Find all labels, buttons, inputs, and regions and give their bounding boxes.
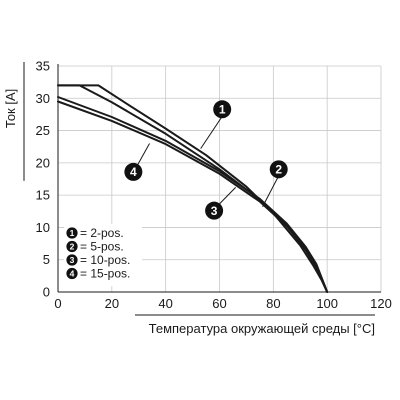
badge-number: 4 [70,269,75,279]
x-tick-label: 100 [316,296,338,311]
x-tick-label: 80 [266,296,280,311]
legend-label-3: = 10-pos. [80,253,130,267]
y-tick-label: 20 [36,155,50,170]
grid-layer [58,65,382,292]
series-line-1 [57,84,329,293]
y-axis-title: Ток [A] [3,89,18,128]
x-tick-label: 60 [212,296,226,311]
callout-badge-3: 3 [205,201,224,220]
legend-label-4: = 15-pos. [80,267,130,281]
badge-circle [124,162,143,181]
y-tick-label: 30 [36,91,50,106]
legend-badge-2: 2 [66,240,78,253]
badge-number: 2 [70,242,75,252]
axis-layer: 0 20 40 60 80 100 120 0 5 10 15 20 25 30 35 [23,59,392,316]
callout-badge-2: 2 [269,160,288,179]
callout-layer: 1 2 3 4 [124,100,288,220]
legend-label-2: = 5-pos. [80,240,124,254]
badge-number: 3 [70,255,75,265]
y-tick-label: 15 [36,188,50,203]
badge-number: 2 [275,163,282,177]
badge-number: 1 [70,228,75,238]
x-tick-label: 40 [158,296,172,311]
legend-label-1: = 2-pos. [80,226,124,240]
series-layer [57,84,329,293]
badge-circle [66,227,78,239]
badge-circle [269,160,288,179]
legend-badge-4: 4 [66,267,78,280]
series-line-3 [57,96,329,293]
badge-circle [66,240,78,253]
legend-badge-3: 3 [66,254,78,266]
y-tick-label: 5 [43,252,50,267]
callout-badge-4: 4 [124,162,143,181]
x-tick-label: 0 [54,296,61,311]
y-tick-label: 35 [36,59,50,74]
x-tick-label: 120 [370,296,392,311]
badge-number: 1 [219,103,226,117]
callout-badge-1: 1 [213,100,232,119]
y-tick-label: 0 [43,285,50,300]
x-tick-label: 20 [105,296,119,311]
callout-leader-2 [262,175,280,207]
legend-layer: 1 = 2-pos. 2 = 5-pos. 3 = 10-pos. 4 = 15-pos. [64,224,142,286]
badge-circle [213,100,232,119]
badge-number: 4 [130,165,137,179]
y-tick-label: 25 [36,123,50,138]
legend-badge-1: 1 [66,227,78,239]
y-tick-label: 10 [36,220,50,235]
callout-leader-1 [200,116,223,149]
badge-circle [66,267,78,280]
badge-circle [205,201,224,220]
series-line-4 [57,100,329,293]
x-axis-title: Температура окружающей среды [°C] [149,321,375,336]
badge-number: 3 [211,204,218,218]
badge-circle [66,254,78,266]
